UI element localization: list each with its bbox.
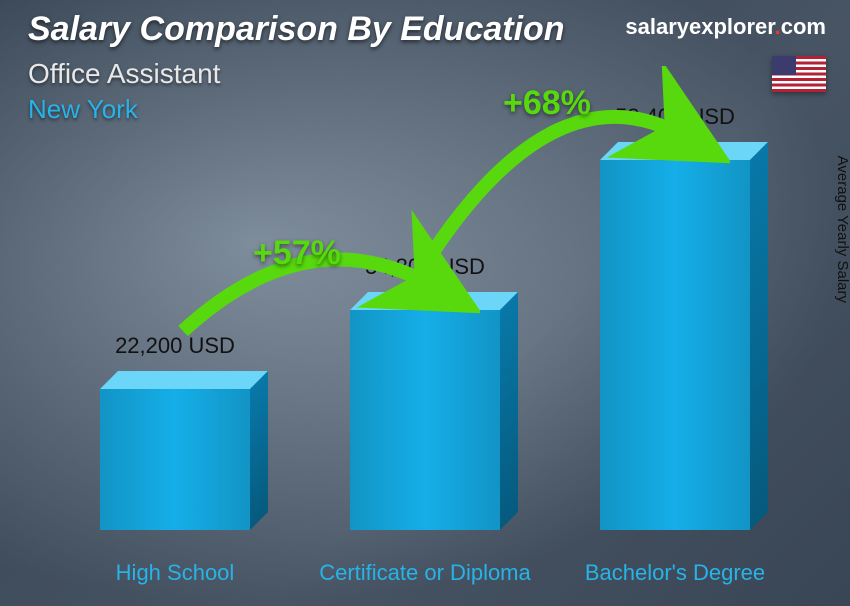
brand-prefix: salaryexplorer: [625, 14, 774, 39]
brand-logo: salaryexplorer.com: [625, 14, 826, 40]
delta-label: +68%: [503, 84, 591, 123]
delta-label: +57%: [253, 234, 341, 273]
brand-suffix: com: [781, 14, 826, 39]
category-label: High School: [65, 560, 285, 586]
category-label: Certificate or Diploma: [315, 560, 535, 586]
page-title: Salary Comparison By Education: [28, 10, 565, 49]
infographic-stage: Salary Comparison By Education Office As…: [0, 0, 850, 606]
category-label: Bachelor's Degree: [565, 560, 785, 586]
bar-chart: 22,200 USD High School 34,800 USD Certif…: [60, 66, 800, 586]
y-axis-label: Average Yearly Salary: [834, 156, 850, 303]
